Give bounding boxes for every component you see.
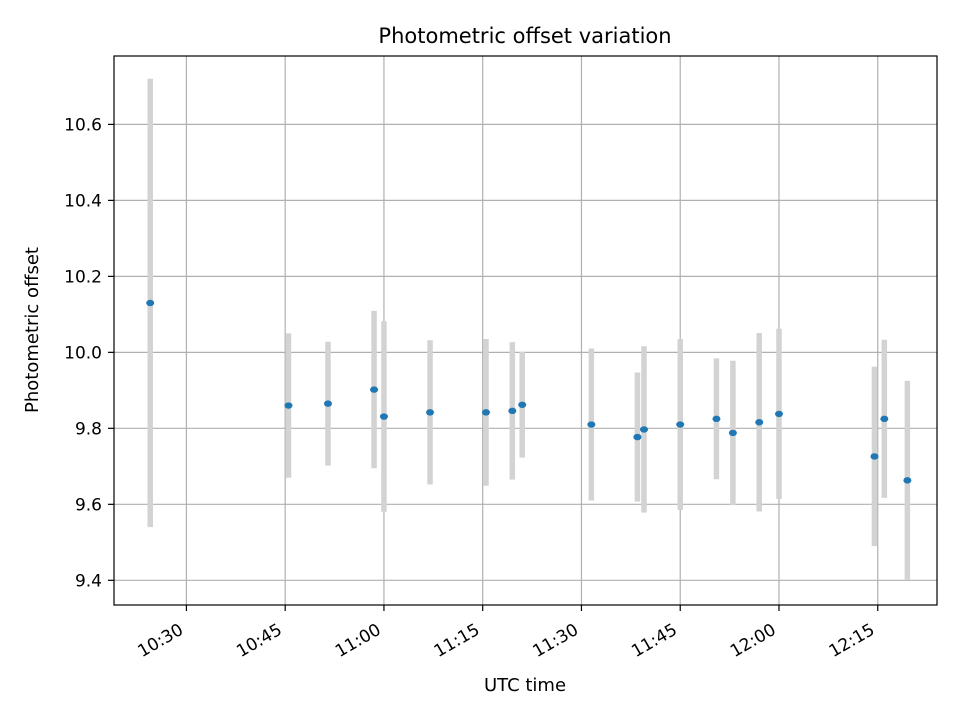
x-tick-label: 11:15	[431, 620, 483, 662]
y-tick-label: 9.8	[75, 419, 102, 439]
data-point	[870, 453, 879, 460]
data-point	[379, 413, 388, 420]
data-points	[146, 299, 912, 484]
plot-frame	[113, 55, 938, 606]
data-point	[323, 400, 332, 407]
x-tick-label: 10:45	[233, 620, 285, 662]
x-axis-ticks: 10:30 10:45 11:00 11:15 11:30 11:45 12:00 12:15	[134, 605, 879, 662]
y-tick-label: 10.6	[64, 115, 102, 135]
data-point	[640, 426, 649, 433]
data-point	[370, 386, 379, 393]
grid	[114, 56, 937, 605]
y-tick-label: 9.4	[75, 571, 102, 591]
data-point	[880, 415, 889, 423]
data-point	[518, 401, 527, 408]
y-tick-label: 10.2	[64, 267, 102, 287]
data-point	[146, 299, 155, 307]
data-point	[284, 402, 293, 409]
x-tick-label: 12:00	[727, 620, 779, 662]
data-point	[774, 410, 783, 418]
data-point	[903, 477, 912, 484]
data-point	[712, 415, 721, 423]
data-point	[633, 433, 642, 441]
data-point	[426, 409, 435, 416]
y-axis-ticks: 9.4 9.6 9.8 10.0 10.2 10.4 10.6	[64, 115, 114, 591]
y-tick-label: 10.4	[64, 191, 102, 211]
x-tick-label: 11:45	[628, 620, 680, 662]
data-point	[508, 407, 517, 415]
x-axis-label: UTC time	[484, 675, 566, 696]
y-tick-label: 9.6	[75, 495, 102, 515]
data-point	[676, 421, 685, 428]
x-tick-label: 11:30	[530, 620, 582, 662]
x-tick-label: 10:30	[134, 620, 186, 662]
data-point	[728, 429, 737, 437]
y-tick-label: 10.0	[64, 343, 102, 363]
data-point	[481, 409, 490, 416]
y-axis-label: Photometric offset	[22, 247, 43, 413]
data-point	[587, 421, 596, 428]
x-tick-label: 11:00	[332, 620, 384, 662]
chart-title: Photometric offset variation	[378, 24, 671, 48]
x-tick-label: 12:15	[826, 620, 878, 662]
data-point	[755, 419, 764, 426]
